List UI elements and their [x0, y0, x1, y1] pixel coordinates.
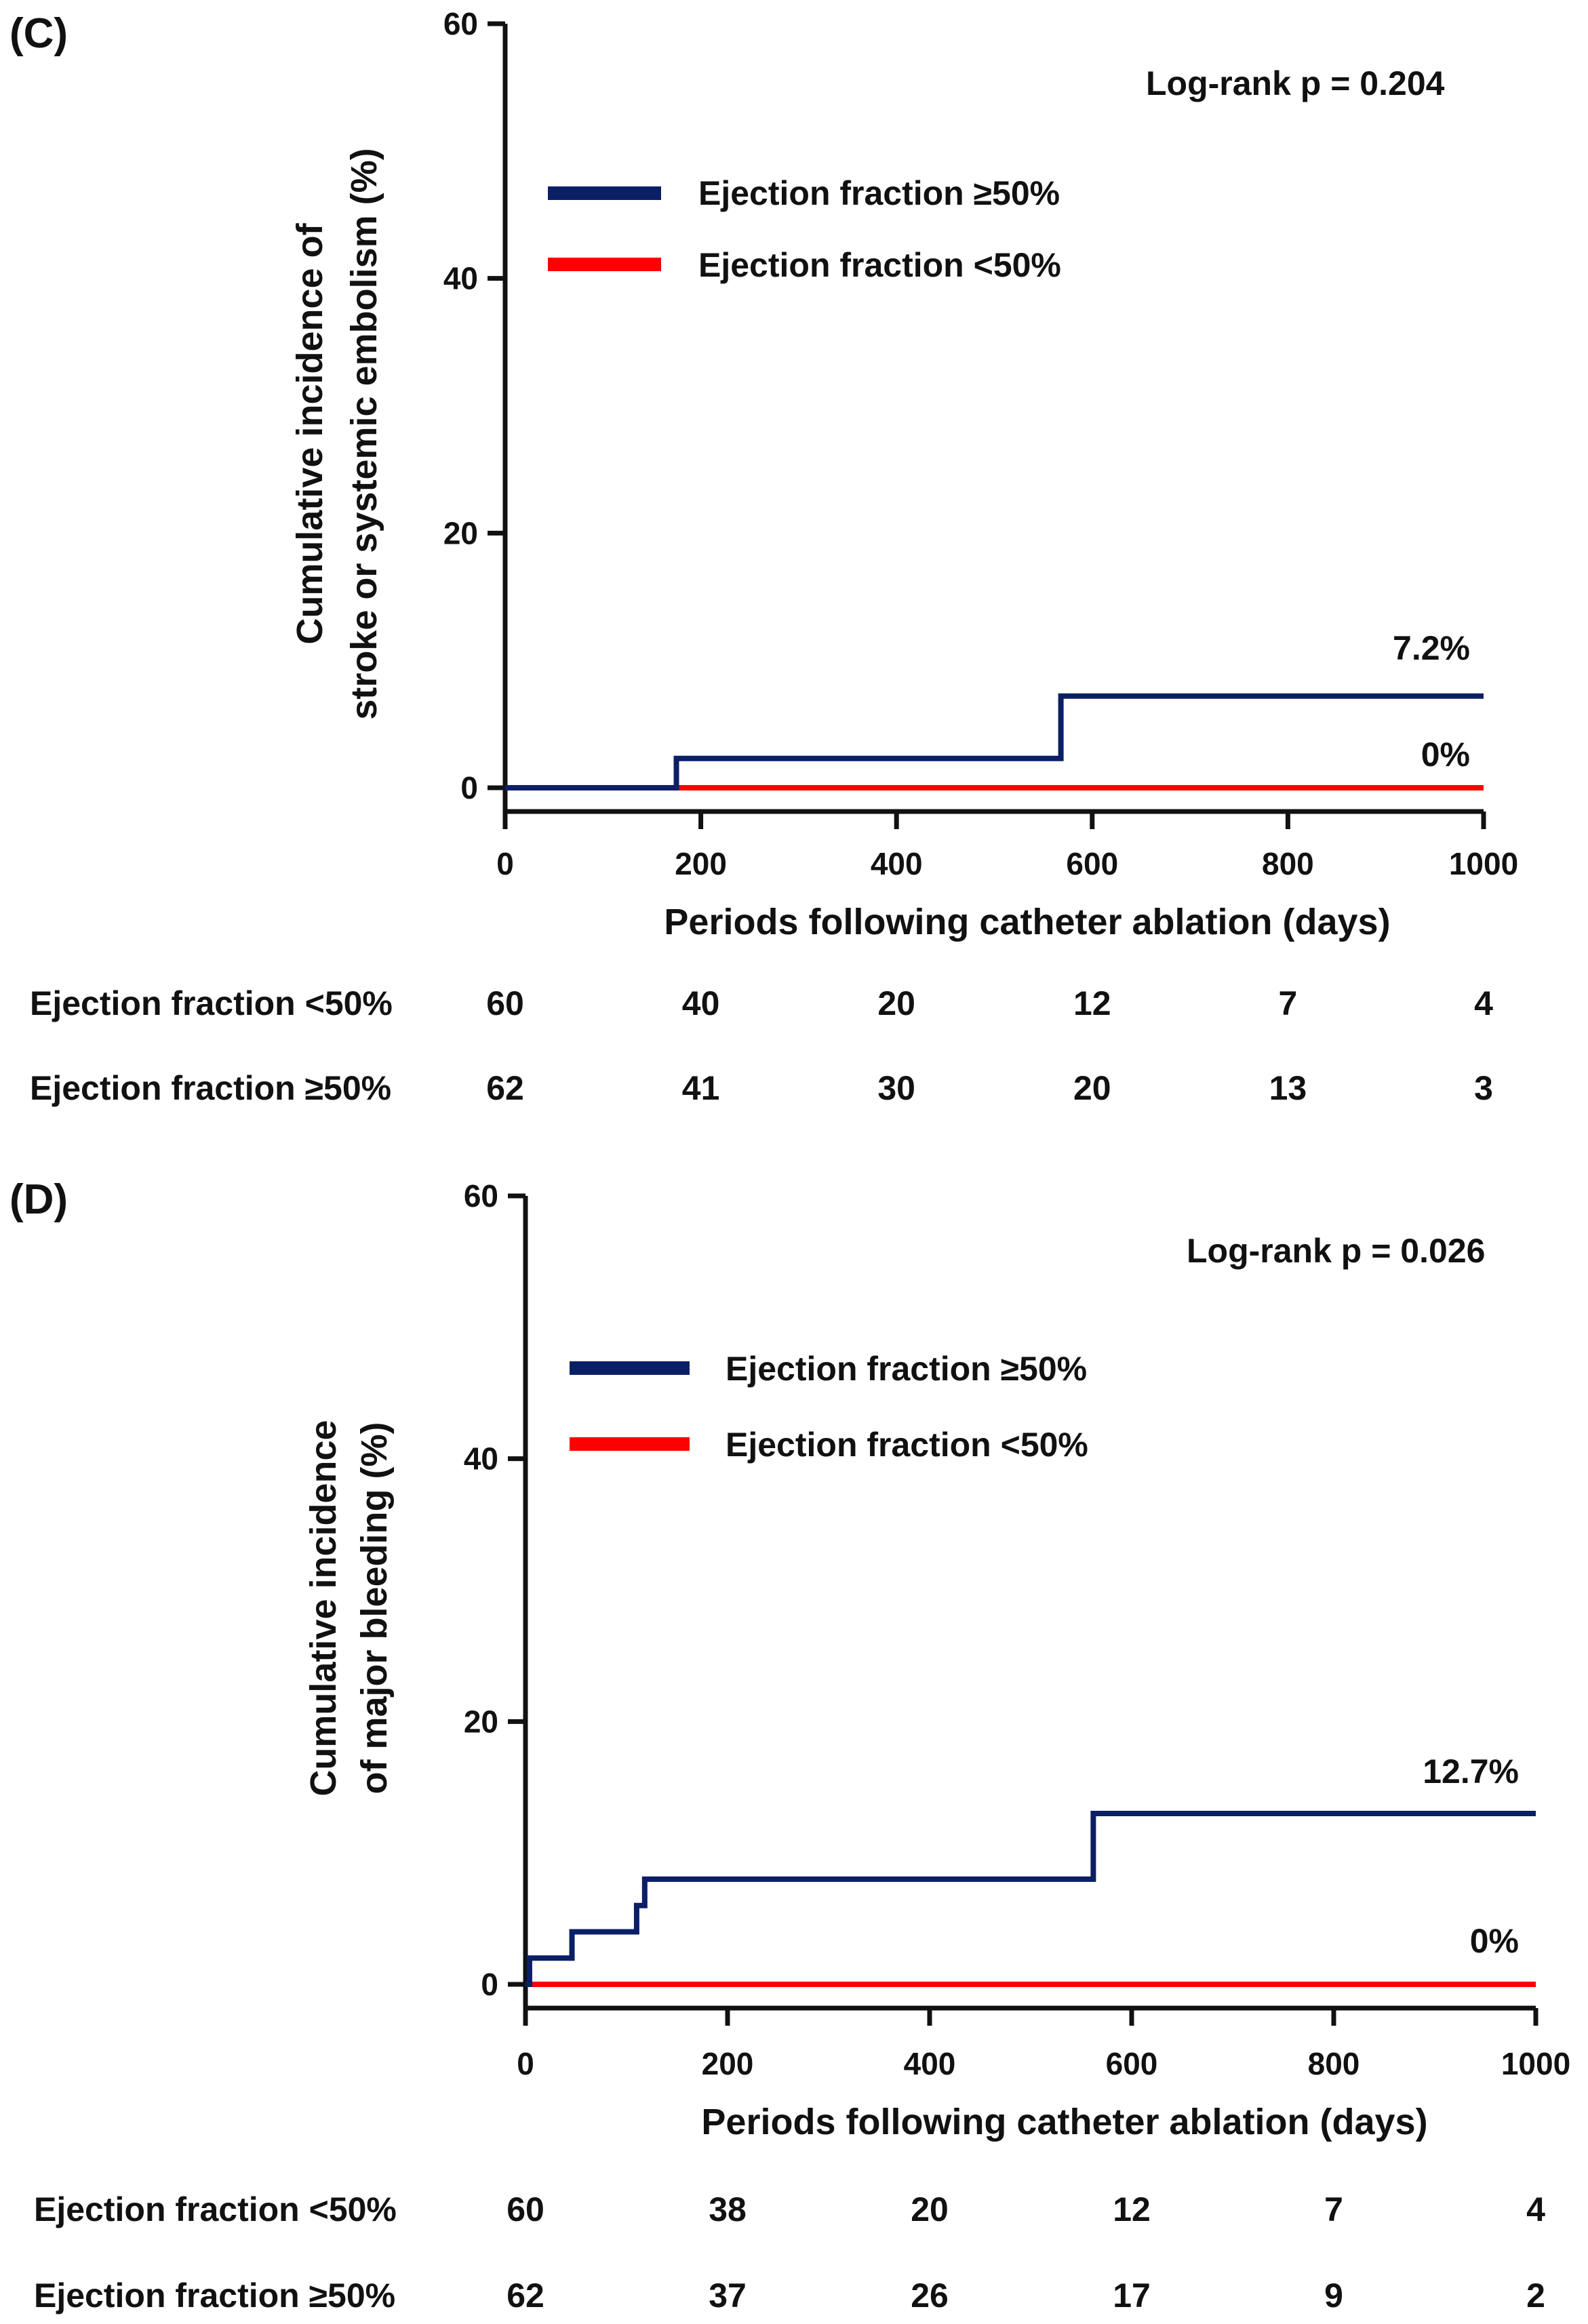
y-tick-label: 60 — [464, 1178, 498, 1214]
risk-table-cell: 4 — [1526, 2190, 1545, 2228]
risk-table-cell: 62 — [486, 1069, 524, 1107]
x-tick-label: 0 — [496, 846, 514, 881]
risk-table-cell: 2 — [1526, 2277, 1545, 2315]
end-label-ef-lt50: 0% — [1470, 1922, 1519, 1960]
risk-table-cell: 3 — [1474, 1069, 1493, 1107]
x-tick-label: 400 — [871, 846, 923, 881]
y-tick-label: 60 — [443, 6, 478, 41]
risk-table-cell: 7 — [1278, 984, 1297, 1022]
x-tick-label: 200 — [675, 846, 727, 881]
panel-label: (C) — [9, 10, 68, 57]
risk-table-cell: 26 — [911, 2277, 949, 2315]
y-tick-label: 20 — [464, 1704, 498, 1739]
y-axis-title: Cumulative incidence of stroke or system… — [290, 148, 384, 719]
risk-table-cell: 20 — [1073, 1069, 1111, 1107]
risk-table-cell: 20 — [911, 2190, 949, 2228]
risk-table-cell: 41 — [682, 1069, 720, 1107]
x-tick-label: 600 — [1106, 2046, 1158, 2081]
y-tick-label: 0 — [460, 770, 478, 805]
risk-table-cell: 4 — [1474, 984, 1493, 1022]
pvalue-label: Log-rank p = 0.204 — [1146, 64, 1445, 102]
x-tick-label: 800 — [1308, 2046, 1360, 2081]
km-chart-d: (D) Log-rank p = 0.026 Ejection fraction… — [9, 1176, 1570, 2315]
risk-table-cell: 13 — [1269, 1069, 1307, 1107]
pvalue-label: Log-rank p = 0.026 — [1187, 1232, 1485, 1270]
y-tick-label: 40 — [443, 261, 478, 296]
legend-label-ef-lt50: Ejection fraction <50% — [698, 246, 1061, 284]
risk-table-cell: 40 — [682, 984, 720, 1022]
risk-table-cell: 60 — [507, 2190, 544, 2228]
end-label-ef-ge50: 12.7% — [1423, 1752, 1519, 1790]
x-tick-label: 600 — [1066, 846, 1118, 881]
y-axis-title-line-2: of major bleeding (%) — [354, 1422, 395, 1794]
y-tick-label: 0 — [481, 1967, 498, 2002]
risk-table-cell: 37 — [709, 2277, 747, 2315]
risk-table-row-label: Ejection fraction ≥50% — [30, 1069, 391, 1107]
series-line-ef-ge50 — [505, 693, 1484, 790]
x-tick-label: 800 — [1262, 846, 1314, 881]
legend-label-ef-ge50: Ejection fraction ≥50% — [726, 1350, 1087, 1388]
risk-table-cell: 30 — [877, 1069, 915, 1107]
x-axis-title: Periods following catheter ablation (day… — [701, 2102, 1427, 2142]
end-label-ef-lt50: 0% — [1421, 736, 1470, 774]
x-tick-label: 1000 — [1501, 2046, 1570, 2081]
panel-d: (D) Log-rank p = 0.026 Ejection fraction… — [0, 1166, 1588, 2324]
risk-table-row-label: Ejection fraction ≥50% — [34, 2277, 395, 2315]
y-axis-title: Cumulative incidence of major bleeding (… — [303, 1420, 395, 1796]
y-axis-title-line-1: Cumulative incidence of — [290, 222, 330, 644]
x-tick-label: 400 — [904, 2046, 956, 2081]
km-chart-c: (C) Log-rank p = 0.204 Ejection fraction… — [9, 6, 1518, 1107]
legend-label-ef-ge50: Ejection fraction ≥50% — [698, 174, 1060, 212]
x-axis-title: Periods following catheter ablation (day… — [664, 902, 1390, 942]
risk-table-cell: 9 — [1324, 2277, 1343, 2315]
risk-table-cell: 38 — [709, 2190, 747, 2228]
risk-table-row-label: Ejection fraction <50% — [34, 2190, 397, 2228]
y-tick-label: 40 — [464, 1441, 498, 1477]
panel-label: (D) — [9, 1176, 68, 1223]
x-tick-label: 0 — [517, 2046, 534, 2081]
y-tick-label: 20 — [443, 515, 478, 550]
risk-table-row-label: Ejection fraction <50% — [30, 984, 393, 1022]
y-axis-title-line-1: Cumulative incidence — [303, 1420, 344, 1796]
risk-table-cell: 12 — [1113, 2190, 1151, 2228]
end-label-ef-ge50: 7.2% — [1393, 629, 1470, 667]
risk-table-cell: 17 — [1113, 2277, 1151, 2315]
series-line-ef-ge50 — [525, 1811, 1536, 1987]
risk-table-cell: 12 — [1073, 984, 1111, 1022]
risk-table-cell: 60 — [486, 984, 524, 1022]
risk-table-cell: 20 — [877, 984, 915, 1022]
risk-table-cell: 62 — [507, 2277, 544, 2315]
risk-table-cell: 7 — [1324, 2190, 1343, 2228]
panel-c: (C) Log-rank p = 0.204 Ejection fraction… — [0, 0, 1588, 1153]
y-axis-title-line-2: stroke or systemic embolism (%) — [344, 148, 384, 719]
x-tick-label: 200 — [702, 2046, 754, 2081]
x-tick-label: 1000 — [1449, 846, 1518, 881]
legend-label-ef-lt50: Ejection fraction <50% — [726, 1426, 1088, 1464]
